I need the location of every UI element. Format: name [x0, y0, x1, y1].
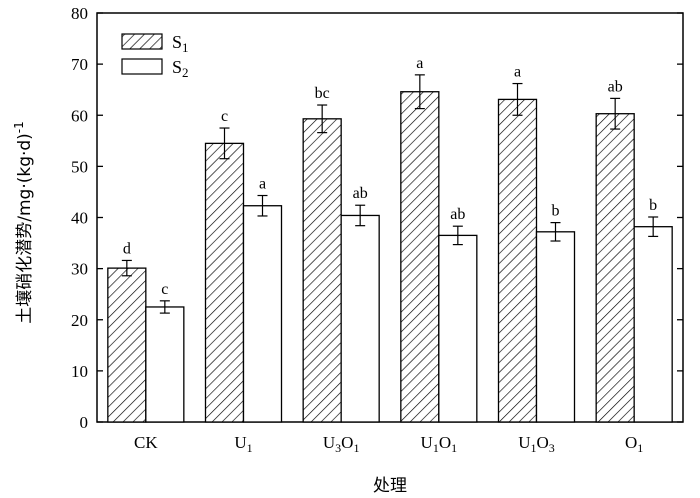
- y-tick-label: 50: [71, 157, 88, 176]
- significance-label: bc: [315, 85, 330, 102]
- x-tick-label: CK: [134, 433, 158, 452]
- bar-S2-U3O1: [340, 214, 380, 423]
- bar-S1-U3O1: [302, 118, 342, 423]
- bar-S1-O1: [595, 113, 635, 423]
- y-tick-label: 60: [71, 106, 88, 125]
- x-tick-label: U1​O3​: [518, 433, 555, 455]
- y-axis-title: 土壤硝化潜势/mg·(kg·d)-1: [12, 121, 35, 324]
- x-tick-label: U1​O1​: [421, 433, 458, 455]
- y-tick-label: 70: [71, 55, 88, 74]
- bar-S2-O1: [633, 226, 673, 423]
- significance-label: c: [161, 281, 168, 298]
- significance-label: a: [416, 55, 423, 72]
- legend-swatch-S2: [121, 58, 163, 75]
- bar-S2-U1: [242, 205, 283, 423]
- y-tick-label: 10: [71, 362, 88, 381]
- x-tick-label: O1​: [625, 433, 643, 455]
- legend-swatch-S1: [121, 33, 163, 50]
- bar-S1-U1O3: [497, 98, 538, 423]
- bar-S2-U1O3: [535, 231, 576, 423]
- significance-label: ab: [450, 206, 465, 223]
- y-tick-label: 40: [71, 209, 88, 228]
- bar-S2-U1O1: [438, 234, 478, 423]
- bar-S1-U1O1: [400, 91, 440, 423]
- y-tick-label: 30: [71, 260, 88, 279]
- x-axis-title: 处理: [373, 476, 407, 496]
- significance-label: d: [123, 240, 131, 257]
- legend-label-S1: S1: [172, 32, 189, 55]
- x-tick-label: U1​: [234, 433, 252, 455]
- legend-label-S2: S2: [172, 57, 189, 80]
- significance-label: b: [552, 203, 560, 220]
- y-tick-label: 0: [80, 413, 89, 432]
- y-tick-label: 20: [71, 311, 88, 330]
- significance-label: c: [221, 108, 228, 125]
- bar-S2-CK: [145, 306, 185, 423]
- x-tick-label: U3​O1​: [323, 433, 360, 455]
- significance-label: a: [259, 176, 266, 193]
- significance-label: b: [649, 197, 657, 214]
- significance-label: ab: [608, 78, 623, 95]
- axes: 0 10 20 30 40 50 60 70 80 CK U1​ U3​O1​ U1​O1​ U1​O3​…: [12, 4, 684, 496]
- significance-label: ab: [353, 185, 368, 202]
- bar-S1-U1: [204, 142, 245, 423]
- bars: d c bc a a ab c a ab ab b b: [107, 55, 673, 423]
- significance-label: a: [514, 64, 521, 81]
- bar-S1-CK: [107, 267, 147, 423]
- y-tick-label: 80: [71, 4, 88, 23]
